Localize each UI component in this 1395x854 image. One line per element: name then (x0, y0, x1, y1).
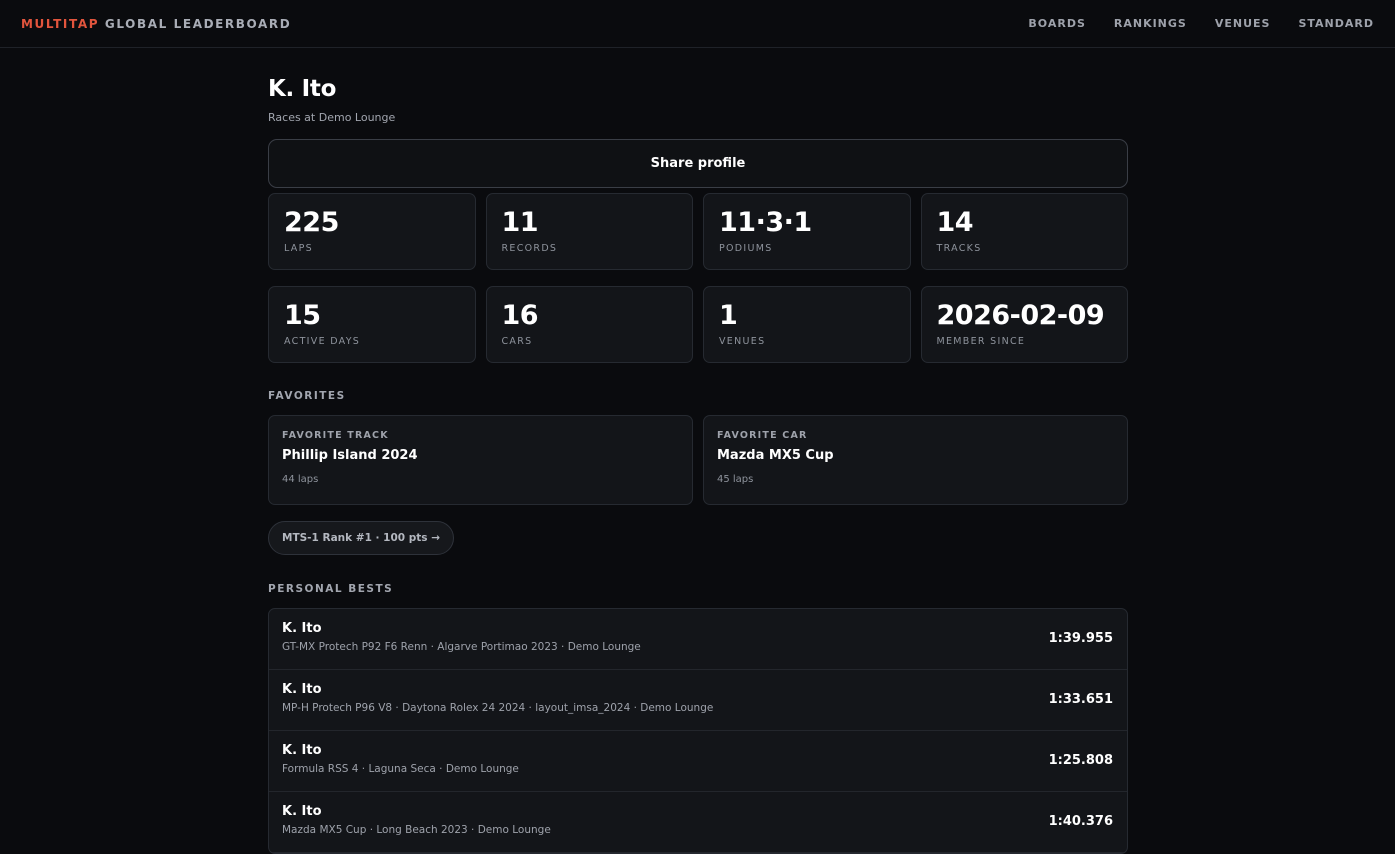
stat-value: 2026-02-09 (936, 300, 1105, 331)
pb-lap-time: 1:39.955 (1048, 631, 1113, 646)
stat-card-records: 11 RECORDS (485, 193, 693, 270)
share-profile-button[interactable]: Share profile (268, 139, 1128, 188)
stats-grid: 225 LAPS 11 RECORDS 11·3·1 PODIUMS 14 TR… (268, 193, 1128, 363)
nav-standard[interactable]: STANDARD (1298, 17, 1374, 30)
favorites-heading: FAVORITES (268, 390, 346, 402)
favorite-car-label: FAVORITE CAR (717, 430, 808, 441)
stat-card-active-days: 15 ACTIVE DAYS (268, 286, 476, 363)
stat-label: PODIUMS (719, 243, 773, 254)
favorites-grid: FAVORITE TRACK Phillip Island 2024 44 la… (268, 415, 1128, 505)
stat-value: 16 (501, 300, 539, 331)
stat-label: ACTIVE DAYS (284, 336, 361, 347)
profile-content: K. Ito Races at Demo Lounge Share profil… (268, 48, 1128, 854)
favorite-track-value: Phillip Island 2024 (282, 448, 418, 463)
personal-bests-list: K. Ito GT-MX Protech P92 F6 Renn · Algar… (268, 608, 1128, 854)
nav-rankings[interactable]: RANKINGS (1113, 17, 1187, 30)
favorite-track-label: FAVORITE TRACK (282, 430, 389, 441)
stat-card-tracks: 14 TRACKS (920, 193, 1128, 270)
favorite-track-laps: 44 laps (282, 474, 319, 485)
pb-meta: Formula RSS 4 · Laguna Seca · Demo Loung… (282, 763, 519, 775)
pb-lap-time: 1:40.376 (1048, 814, 1113, 829)
pb-meta: GT-MX Protech P92 F6 Renn · Algarve Port… (282, 641, 641, 653)
personal-best-row[interactable]: K. Ito Mazda MX5 Cup · Long Beach 2023 ·… (269, 792, 1127, 853)
pb-lap-time: 1:25.808 (1048, 753, 1113, 768)
personal-best-row[interactable]: K. Ito MP-H Protech P96 V8 · Daytona Rol… (269, 670, 1127, 731)
top-bar: MULTITAP GLOBAL LEADERBOARD BOARDS RANKI… (0, 0, 1395, 48)
favorite-car-value: Mazda MX5 Cup (717, 448, 834, 463)
brand-accent: MULTITAP (21, 16, 100, 31)
pb-meta: Mazda MX5 Cup · Long Beach 2023 · Demo L… (282, 824, 551, 836)
stat-card-podiums: 11·3·1 PODIUMS (703, 193, 911, 270)
pb-driver: K. Ito (282, 621, 322, 636)
pb-meta: MP-H Protech P96 V8 · Daytona Rolex 24 2… (282, 702, 714, 714)
stat-label: TRACKS (936, 243, 982, 254)
personal-best-row[interactable]: K. Ito GT-MX Protech P92 F6 Renn · Algar… (269, 609, 1127, 670)
stat-card-laps: 225 LAPS (268, 193, 476, 270)
pb-driver: K. Ito (282, 743, 322, 758)
main-nav: BOARDS RANKINGS VENUES STANDARD (1000, 17, 1374, 30)
stat-value: 11·3·1 (719, 207, 812, 238)
personal-best-row[interactable]: K. Ito Formula RSS 4 · Laguna Seca · Dem… (269, 731, 1127, 792)
stat-value: 225 (284, 207, 339, 238)
personal-bests-heading: PERSONAL BESTS (268, 583, 394, 595)
brand-logo[interactable]: MULTITAP GLOBAL LEADERBOARD (21, 17, 291, 31)
stat-label: LAPS (284, 243, 313, 254)
favorite-car-card: FAVORITE CAR Mazda MX5 Cup 45 laps (703, 415, 1128, 505)
ranking-pill-link[interactable]: MTS-1 Rank #1 · 100 pts → (268, 521, 454, 555)
stat-value: 11 (501, 207, 539, 238)
stat-label: VENUES (719, 336, 766, 347)
player-name: K. Ito (268, 76, 337, 102)
stat-card-venues: 1 VENUES (703, 286, 911, 363)
stat-value: 1 (719, 300, 738, 331)
stat-card-cars: 16 CARS (485, 286, 693, 363)
stat-label: CARS (501, 336, 533, 347)
favorite-track-card: FAVORITE TRACK Phillip Island 2024 44 la… (268, 415, 693, 505)
stat-value: 14 (936, 207, 974, 238)
pb-driver: K. Ito (282, 804, 322, 819)
stat-label: MEMBER SINCE (936, 336, 1026, 347)
pb-lap-time: 1:33.651 (1048, 692, 1113, 707)
nav-boards[interactable]: BOARDS (1028, 17, 1086, 30)
stat-label: RECORDS (501, 243, 558, 254)
stat-card-member-since: 2026-02-09 MEMBER SINCE (920, 286, 1128, 363)
stat-value: 15 (284, 300, 321, 331)
favorite-car-laps: 45 laps (717, 474, 754, 485)
nav-venues[interactable]: VENUES (1214, 17, 1271, 30)
brand-title: GLOBAL LEADERBOARD (99, 16, 292, 31)
pb-driver: K. Ito (282, 682, 322, 697)
player-subtitle: Races at Demo Lounge (268, 111, 396, 124)
